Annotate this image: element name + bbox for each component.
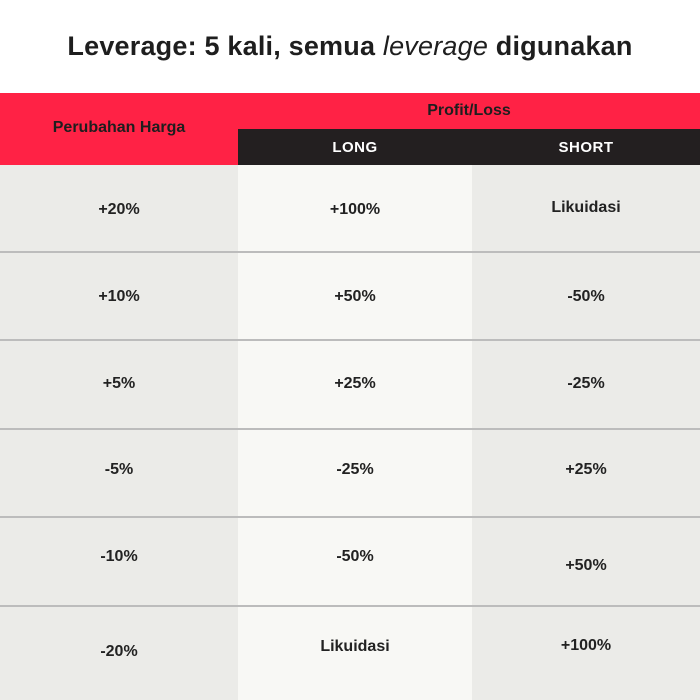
cell-short: +25%	[565, 461, 607, 478]
cell-long: -25%	[336, 461, 374, 478]
table-body: +20% +100% Likuidasi +10% +50% -50% +5% …	[0, 165, 700, 700]
cell-price: +20%	[98, 201, 140, 218]
cell-long: +50%	[334, 288, 376, 305]
column-background-short	[472, 165, 700, 700]
cell-price: -10%	[100, 548, 138, 565]
cell-price: -5%	[104, 461, 134, 478]
cell-price: -20%	[100, 643, 138, 660]
table-row: +20% +100% Likuidasi	[0, 165, 700, 253]
cell-short: -25%	[567, 375, 605, 392]
cell-long: +100%	[329, 201, 381, 218]
title-suffix: digunakan	[488, 31, 633, 61]
cell-long: -50%	[336, 548, 374, 565]
table-row: -5% -25% +25%	[0, 430, 700, 518]
row-divider	[0, 428, 700, 430]
table-row: +10% +50% -50%	[0, 253, 700, 341]
column-background-price	[0, 165, 238, 700]
cell-price: +10%	[98, 288, 140, 305]
table-row: -10% -50% +50%	[0, 519, 700, 607]
header-profit-loss: Profit/Loss	[427, 101, 511, 119]
cell-long: Likuidasi	[320, 638, 390, 655]
cell-long: +25%	[334, 375, 376, 392]
cell-short: Likuidasi	[551, 199, 621, 216]
table-row: +5% +25% -25%	[0, 342, 700, 430]
header-price-change: Perubahan Harga	[52, 119, 186, 136]
cell-short: +100%	[560, 637, 612, 654]
row-divider	[0, 516, 700, 518]
table-row: -20% Likuidasi +100%	[0, 608, 700, 700]
cell-price: +5%	[102, 375, 136, 392]
title-prefix: Leverage: 5 kali, semua	[67, 31, 383, 61]
page-title: Leverage: 5 kali, semua leverage digunak…	[0, 0, 700, 93]
row-divider	[0, 251, 700, 253]
header-subcolumns: LONG SHORT	[238, 129, 700, 165]
row-divider	[0, 605, 700, 607]
row-divider	[0, 339, 700, 341]
cell-short: -50%	[567, 288, 605, 305]
column-background-long	[238, 165, 472, 700]
header-long: LONG	[332, 138, 378, 156]
title-emphasis: leverage	[382, 31, 489, 61]
table-header: Perubahan Harga Profit/Loss LONG SHORT	[0, 93, 700, 165]
cell-short: +50%	[565, 557, 607, 574]
header-short: SHORT	[558, 138, 614, 156]
